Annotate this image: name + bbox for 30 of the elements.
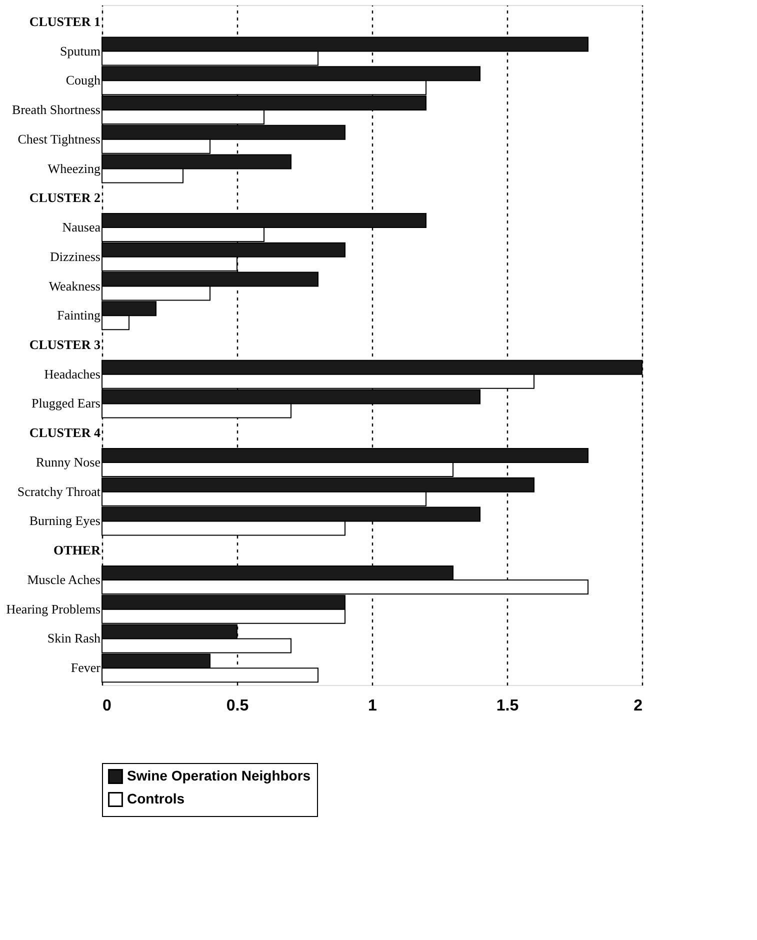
legend-label: Swine Operation Neighbors — [127, 768, 311, 784]
x-tick-label: 1.5 — [496, 698, 519, 714]
y-tick-label: Fever — [70, 660, 102, 676]
y-tick-label: Skin Rash — [47, 630, 101, 646]
y-tick-label: Wheezing — [48, 160, 101, 176]
y-tick-label: Burning Eyes — [29, 513, 100, 528]
y-tick-label: Dizziness — [50, 248, 100, 264]
y-tick-label: Hearing Problems — [6, 601, 100, 616]
x-tick-label: 1 — [368, 698, 378, 714]
y-tick-label: Plugged Ears — [32, 396, 100, 411]
y-tick-label: CLUSTER 1 — [29, 14, 100, 29]
x-tick-label: 0 — [102, 698, 112, 714]
y-tick-label: Headaches — [44, 366, 100, 382]
y-tick-label: Cough — [66, 72, 101, 88]
x-tick-label: 2 — [634, 698, 643, 714]
y-tick-label: CLUSTER 2 — [29, 190, 100, 206]
y-tick-label: CLUSTER 3 — [29, 337, 101, 352]
y-tick-label: Fainting — [57, 308, 101, 323]
y-tick-label: Chest Tightness — [18, 131, 100, 146]
y-tick-label: Runny Nose — [36, 454, 101, 470]
y-tick-label: Nausea — [62, 220, 101, 235]
y-tick-label: Sputum — [60, 43, 100, 58]
y-tick-label: Weakness — [48, 278, 100, 294]
y-tick-label: Breath Shortness — [12, 102, 100, 118]
y-tick-label: CLUSTER 4 — [29, 425, 101, 440]
y-tick-label: Scratchy Throat — [17, 484, 101, 499]
x-tick-label: 0.5 — [226, 698, 249, 714]
legend-label: Controls — [127, 790, 185, 806]
y-tick-label: Muscle Aches — [27, 572, 100, 587]
y-tick-label: OTHER — [54, 542, 102, 558]
